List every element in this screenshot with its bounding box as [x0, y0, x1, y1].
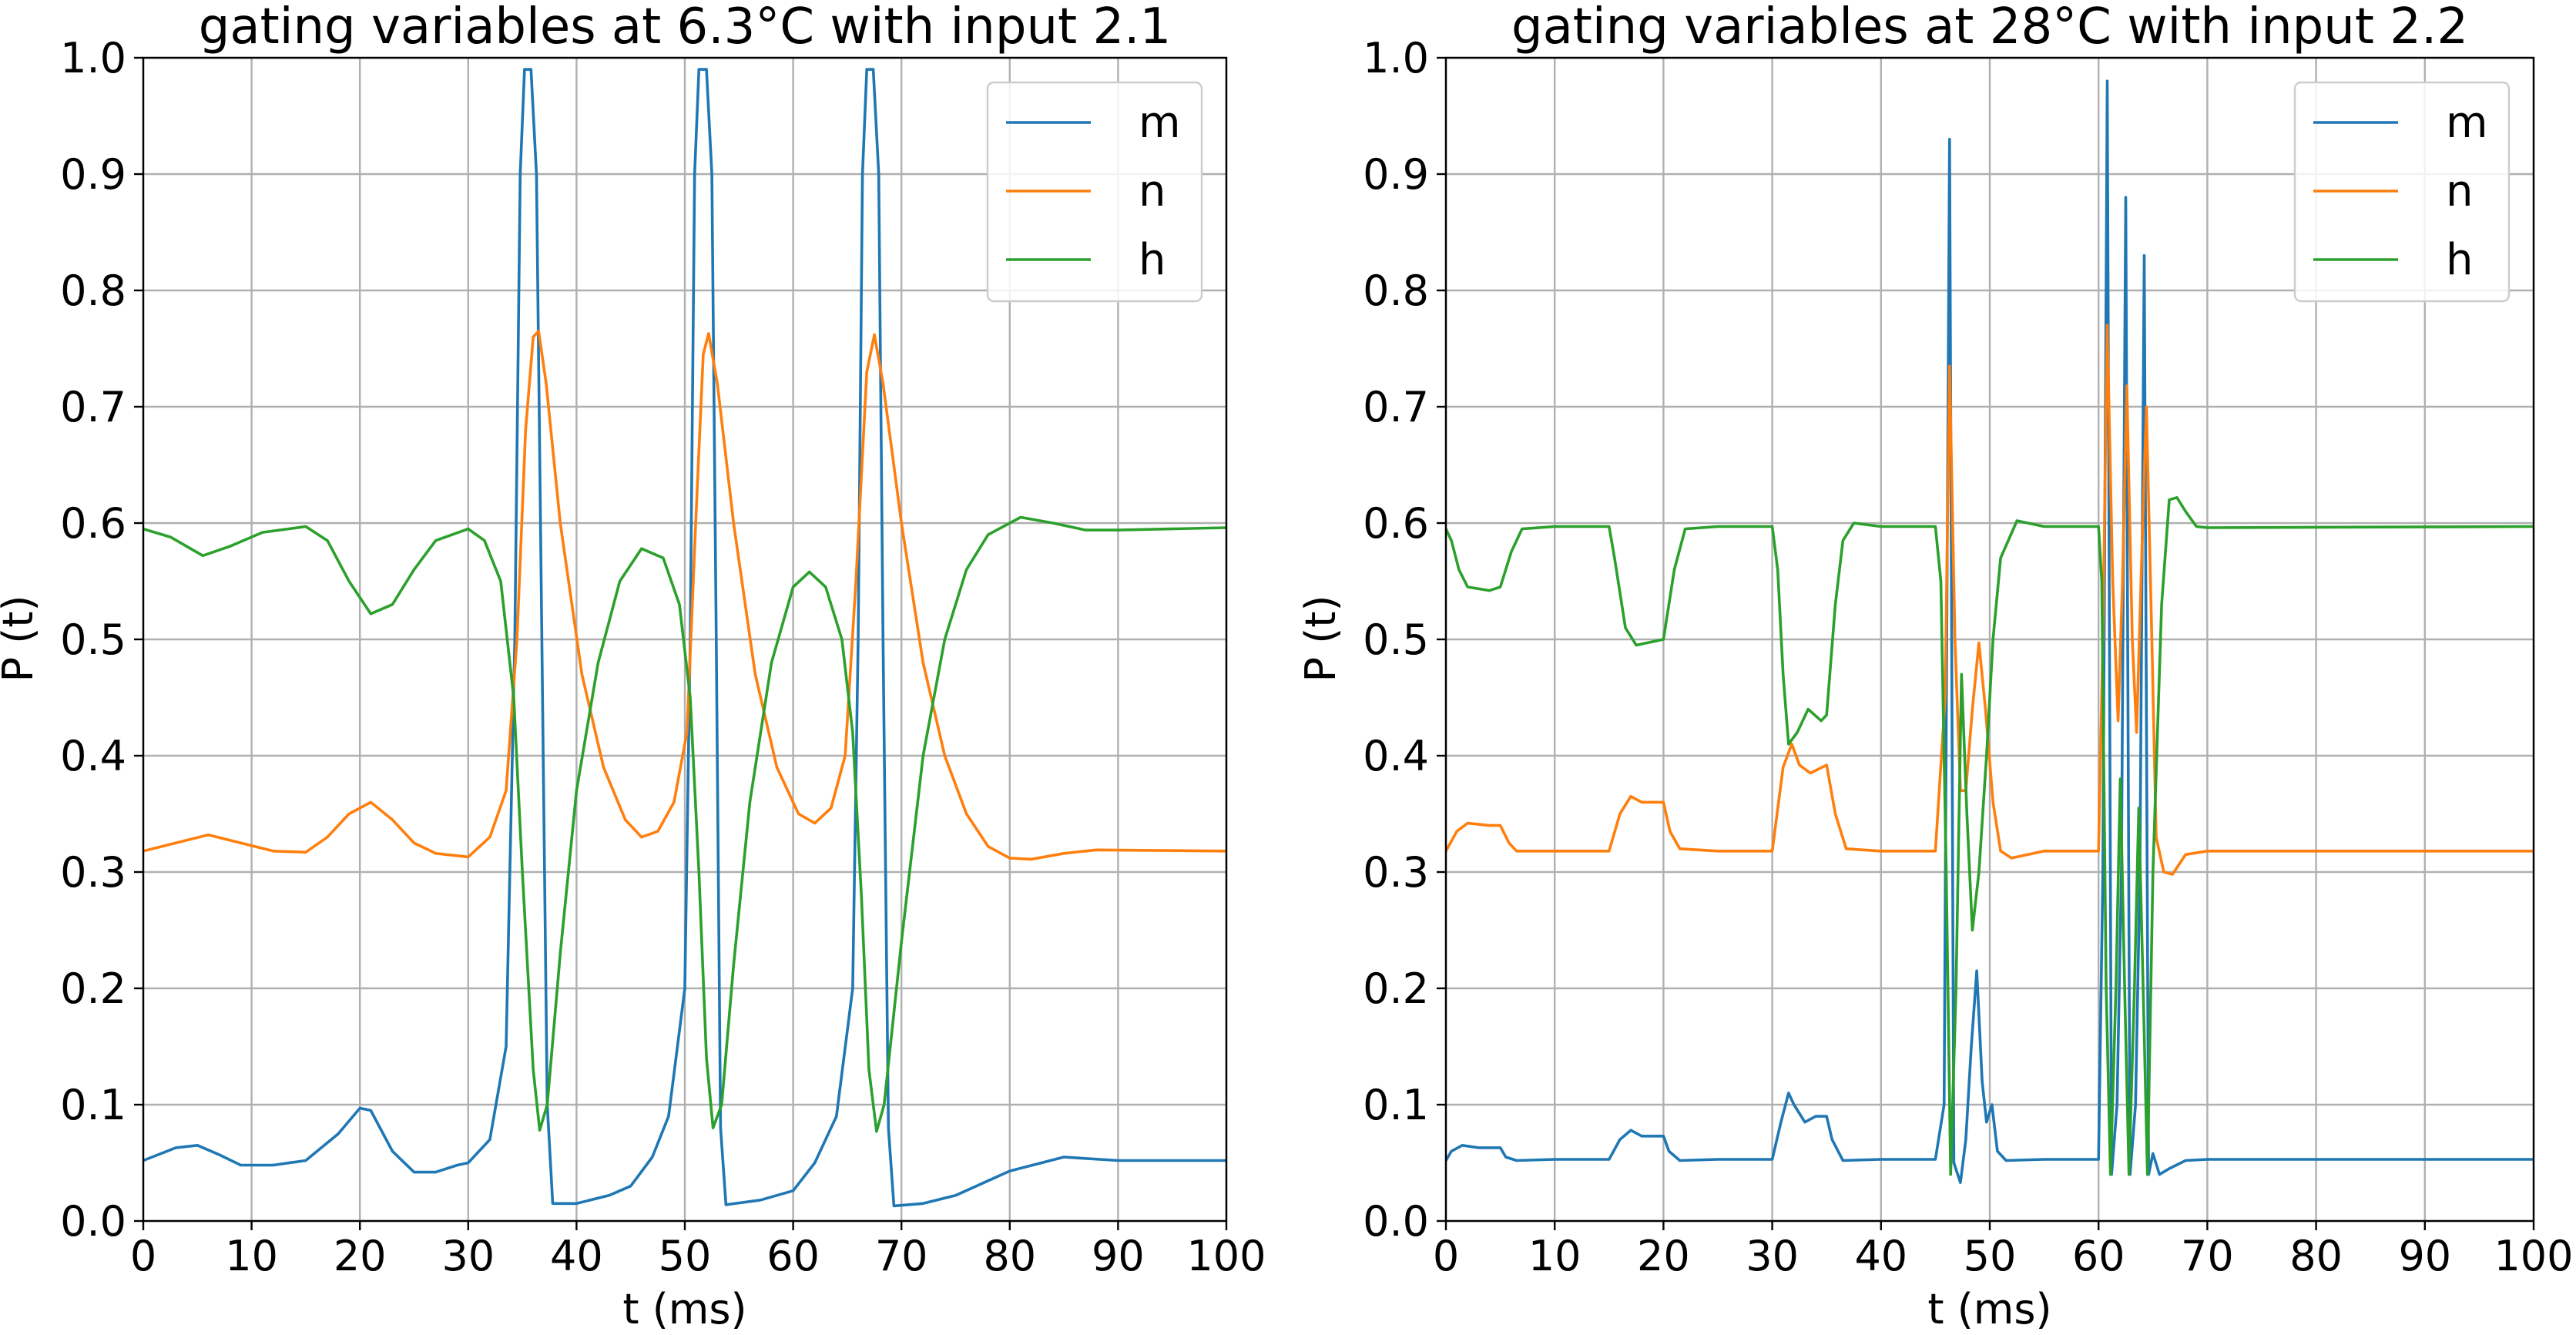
right-y-tick-label-4: 0.4 [1363, 732, 1429, 780]
left-x-tick-label-6: 60 [766, 1232, 820, 1280]
right-x-tick-label-3: 30 [1746, 1232, 1799, 1280]
right-x-tick-label-6: 60 [2072, 1232, 2125, 1280]
right-x-tick-label-9: 90 [2398, 1232, 2451, 1280]
right-chart-y-axis-label: P (t) [1296, 595, 1345, 682]
right-y-tick-label-6: 0.6 [1363, 499, 1429, 548]
right-y-tick-label-3: 0.3 [1363, 848, 1429, 897]
right-y-tick-label-0: 0.0 [1363, 1197, 1429, 1246]
left-chart-x-axis-label: t (ms) [622, 1285, 746, 1333]
left-x-tick-label-1: 10 [225, 1232, 278, 1280]
left-y-tick-label-9: 0.9 [60, 150, 126, 199]
left-x-tick-label-7: 70 [875, 1232, 928, 1280]
left-x-tick-label-4: 40 [550, 1232, 603, 1280]
right-legend-label-h: h [2446, 235, 2474, 285]
left-chart-y-axis-label: P (t) [0, 595, 42, 682]
left-y-tick-label-2: 0.2 [60, 964, 126, 1013]
right-y-tick-label-9: 0.9 [1363, 150, 1429, 199]
right-x-tick-label-0: 0 [1433, 1232, 1459, 1280]
left-chart-title: gating variables at 6.3°C with input 2.1 [199, 0, 1171, 55]
left-y-tick-label-6: 0.6 [60, 499, 126, 548]
right-y-tick-label-10: 1.0 [1363, 34, 1429, 82]
right-series-line-n [1446, 324, 2534, 876]
right-x-tick-label-8: 80 [2289, 1232, 2343, 1280]
left-y-tick-label-7: 0.7 [60, 383, 126, 431]
left-series-line-h [143, 515, 1226, 1133]
left-y-tick-label-3: 0.3 [60, 848, 126, 897]
right-legend-box [2293, 81, 2511, 303]
left-y-tick-label-5: 0.5 [60, 616, 126, 664]
left-chart-legend: mnh [986, 81, 1203, 303]
left-legend-label-n: n [1139, 166, 1166, 216]
left-legend-label-h: h [1139, 235, 1166, 285]
right-y-tick-label-1: 0.1 [1363, 1081, 1429, 1129]
left-x-tick-label-5: 50 [659, 1232, 712, 1280]
right-series-line-h [1446, 496, 2534, 1176]
left-x-tick-label-8: 80 [983, 1232, 1036, 1280]
right-x-tick-label-4: 40 [1854, 1232, 1907, 1280]
left-x-tick-label-3: 30 [441, 1232, 495, 1280]
right-chart-series [1446, 79, 2534, 1184]
left-series-line-n [143, 330, 1226, 861]
left-legend-label-m: m [1139, 98, 1181, 148]
right-legend-label-m: m [2446, 98, 2488, 148]
right-x-tick-label-5: 50 [1964, 1232, 2017, 1280]
right-chart-panel: gating variables at 28°C with input 2.2 … [1296, 0, 2574, 1333]
right-chart-legend: mnh [2293, 81, 2511, 303]
left-y-tick-label-10: 1.0 [60, 34, 126, 82]
right-series-line-m [1446, 79, 2534, 1184]
left-chart-series [143, 68, 1226, 1208]
right-y-tick-label-2: 0.2 [1363, 964, 1429, 1013]
right-chart-ticks: 0 10 20 30 40 50 60 70 80 90 100 0.0 0.1 0.2 0.3 0.4 0.5… [1363, 34, 2573, 1280]
left-y-tick-label-1: 0.1 [60, 1081, 126, 1129]
left-x-tick-label-0: 0 [130, 1232, 156, 1280]
left-legend-box [986, 81, 1203, 303]
left-x-tick-label-9: 90 [1092, 1232, 1145, 1280]
left-series-line-m [143, 68, 1226, 1208]
left-y-tick-label-4: 0.4 [60, 732, 126, 780]
right-y-tick-label-5: 0.5 [1363, 616, 1429, 664]
left-y-tick-label-8: 0.8 [60, 267, 126, 315]
left-chart-panel: gating variables at 6.3°C with input 2.1… [0, 0, 1266, 1333]
right-chart-x-axis-label: t (ms) [1927, 1285, 2051, 1333]
right-x-tick-label-7: 70 [2181, 1232, 2234, 1280]
left-x-tick-label-2: 20 [334, 1232, 387, 1280]
left-y-tick-label-0: 0.0 [60, 1197, 126, 1246]
right-legend-label-n: n [2446, 166, 2474, 216]
right-x-tick-label-10: 100 [2494, 1232, 2573, 1280]
right-y-tick-label-8: 0.8 [1363, 267, 1429, 315]
right-chart-title: gating variables at 28°C with input 2.2 [1511, 0, 2468, 55]
left-x-tick-label-10: 100 [1186, 1232, 1266, 1280]
right-x-tick-label-1: 10 [1528, 1232, 1581, 1280]
left-chart-ticks: 0 10 20 30 40 50 60 70 80 90 100 0.0 0.1 0.2 0.3 0.4 0.5… [60, 34, 1266, 1280]
right-y-tick-label-7: 0.7 [1363, 383, 1429, 431]
right-x-tick-label-2: 20 [1637, 1232, 1690, 1280]
